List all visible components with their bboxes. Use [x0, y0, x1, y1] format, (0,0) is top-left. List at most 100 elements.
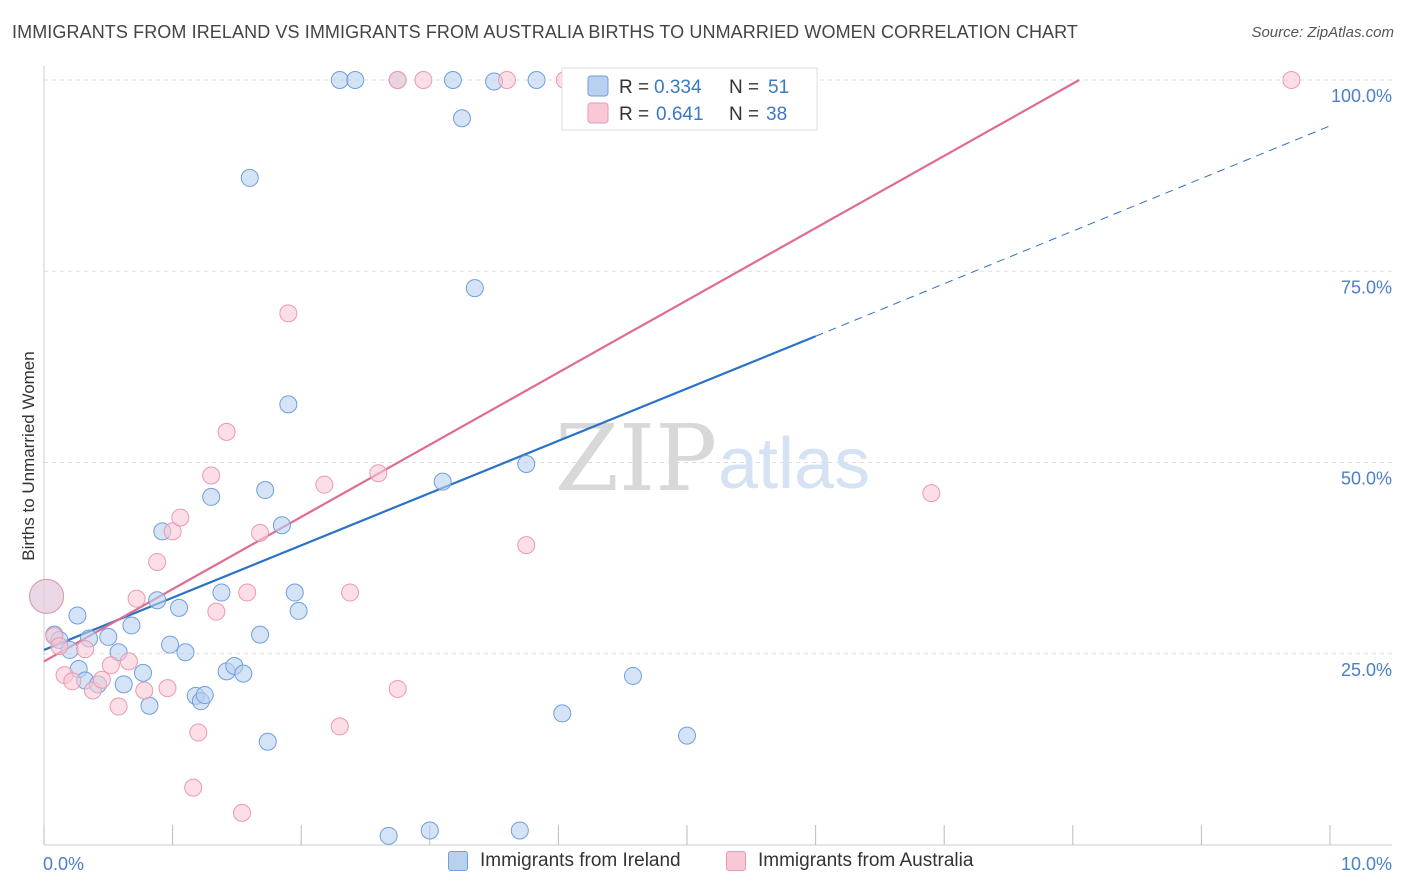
point-australia	[171, 508, 190, 527]
legend-n-label-ireland: N =	[729, 77, 759, 98]
point-australia	[251, 523, 270, 542]
trendlines	[43, 79, 1331, 663]
point-australia	[922, 484, 941, 503]
point-ireland	[517, 455, 536, 474]
point-australia	[50, 637, 69, 656]
point-ireland	[240, 168, 259, 187]
legend-item-australia: Immigrants from Australia	[726, 850, 973, 872]
point-ireland	[140, 696, 159, 715]
point-ireland	[114, 675, 133, 694]
point-ireland	[289, 601, 308, 620]
point-australia	[202, 466, 221, 485]
y-tick-label: 25.0%	[1341, 660, 1392, 680]
point-australia	[158, 679, 177, 698]
legend-swatch-ireland-bottom	[448, 851, 468, 871]
point-ireland	[212, 583, 231, 602]
y-axis-label: Births to Unmarried Women	[19, 351, 38, 560]
point-australia	[238, 583, 257, 602]
grid: 25.0% 50.0% 75.0% 100.0%	[44, 79, 1392, 680]
x-tick-label-max: 10.0%	[1341, 854, 1392, 874]
trendline-ireland	[815, 125, 1331, 337]
trendline-australia	[43, 79, 1080, 663]
legend-n-value-australia: 38	[766, 104, 787, 125]
legend-r-label-australia: R =	[619, 104, 649, 125]
point-ireland	[433, 472, 452, 491]
point-ireland	[330, 71, 349, 89]
point-australia	[101, 656, 120, 675]
point-ireland	[379, 826, 398, 845]
point-australia	[119, 652, 138, 671]
point-australia	[92, 670, 111, 689]
point-ireland	[279, 395, 298, 414]
point-ireland	[553, 704, 572, 723]
legend-item-ireland: Immigrants from Ireland	[448, 850, 681, 872]
point-ireland	[195, 686, 214, 705]
point-australia	[388, 71, 407, 89]
point-ireland	[99, 627, 118, 646]
point-ireland	[527, 71, 546, 89]
point-ireland	[510, 821, 529, 840]
legend-n-value-ireland: 51	[768, 77, 789, 98]
point-australia	[217, 422, 236, 441]
point-australia	[1282, 71, 1301, 89]
legend-r-label-ireland: R =	[619, 77, 649, 98]
source-label: Source: ZipAtlas.com	[1251, 24, 1394, 41]
legend-n-label-australia: N =	[729, 104, 759, 125]
point-australia	[29, 578, 65, 614]
point-ireland	[258, 732, 277, 751]
point-australia	[148, 552, 167, 571]
legend-swatch-australia-bottom	[726, 851, 746, 871]
point-ireland	[122, 616, 141, 635]
point-ireland	[452, 109, 471, 128]
trendline-ireland	[43, 335, 817, 651]
legend-r-value-ireland: 0.334	[654, 77, 702, 98]
watermark-zip: ZIP	[555, 405, 717, 512]
data-points	[29, 71, 1301, 845]
point-ireland	[202, 487, 221, 506]
point-ireland	[234, 664, 253, 683]
stats-legend: R = 0.334 N = 51 R = 0.641 N = 38	[561, 67, 818, 131]
legend-label-australia: Immigrants from Australia	[758, 850, 974, 871]
point-australia	[63, 672, 82, 691]
point-ireland	[170, 598, 189, 617]
point-australia	[341, 583, 360, 602]
point-australia	[414, 71, 433, 89]
point-ireland	[272, 516, 291, 535]
point-australia	[279, 304, 298, 323]
point-ireland	[68, 606, 87, 625]
point-ireland	[256, 481, 275, 500]
point-australia	[207, 602, 226, 621]
point-ireland	[623, 666, 642, 685]
point-australia	[330, 717, 349, 736]
point-ireland	[678, 726, 696, 745]
legend-swatch-ireland	[587, 75, 609, 97]
point-australia	[163, 522, 182, 541]
point-australia	[369, 464, 388, 483]
point-australia	[233, 803, 252, 822]
legend-swatch-australia	[587, 102, 609, 124]
point-australia	[189, 723, 208, 742]
point-australia	[315, 475, 334, 494]
chart-title: IMMIGRANTS FROM IRELAND VS IMMIGRANTS FR…	[12, 22, 1079, 42]
point-ireland	[176, 643, 195, 662]
legend-label-ireland: Immigrants from Ireland	[480, 850, 681, 871]
y-tick-label: 50.0%	[1341, 469, 1392, 489]
point-australia	[109, 697, 128, 716]
y-tick-label: 100.0%	[1331, 86, 1392, 106]
point-ireland	[134, 663, 153, 682]
legend-r-value-australia: 0.641	[656, 104, 704, 125]
point-australia	[388, 679, 407, 698]
point-ireland	[285, 583, 304, 602]
point-ireland	[346, 71, 365, 89]
watermark-atlas: atlas	[718, 424, 870, 504]
point-ireland	[161, 635, 180, 654]
point-australia	[497, 71, 516, 89]
point-australia	[135, 681, 154, 700]
point-australia	[127, 589, 146, 608]
point-australia	[76, 640, 95, 659]
point-ireland	[443, 71, 462, 89]
point-ireland	[420, 821, 439, 840]
point-australia	[184, 778, 203, 797]
point-australia	[517, 536, 536, 555]
